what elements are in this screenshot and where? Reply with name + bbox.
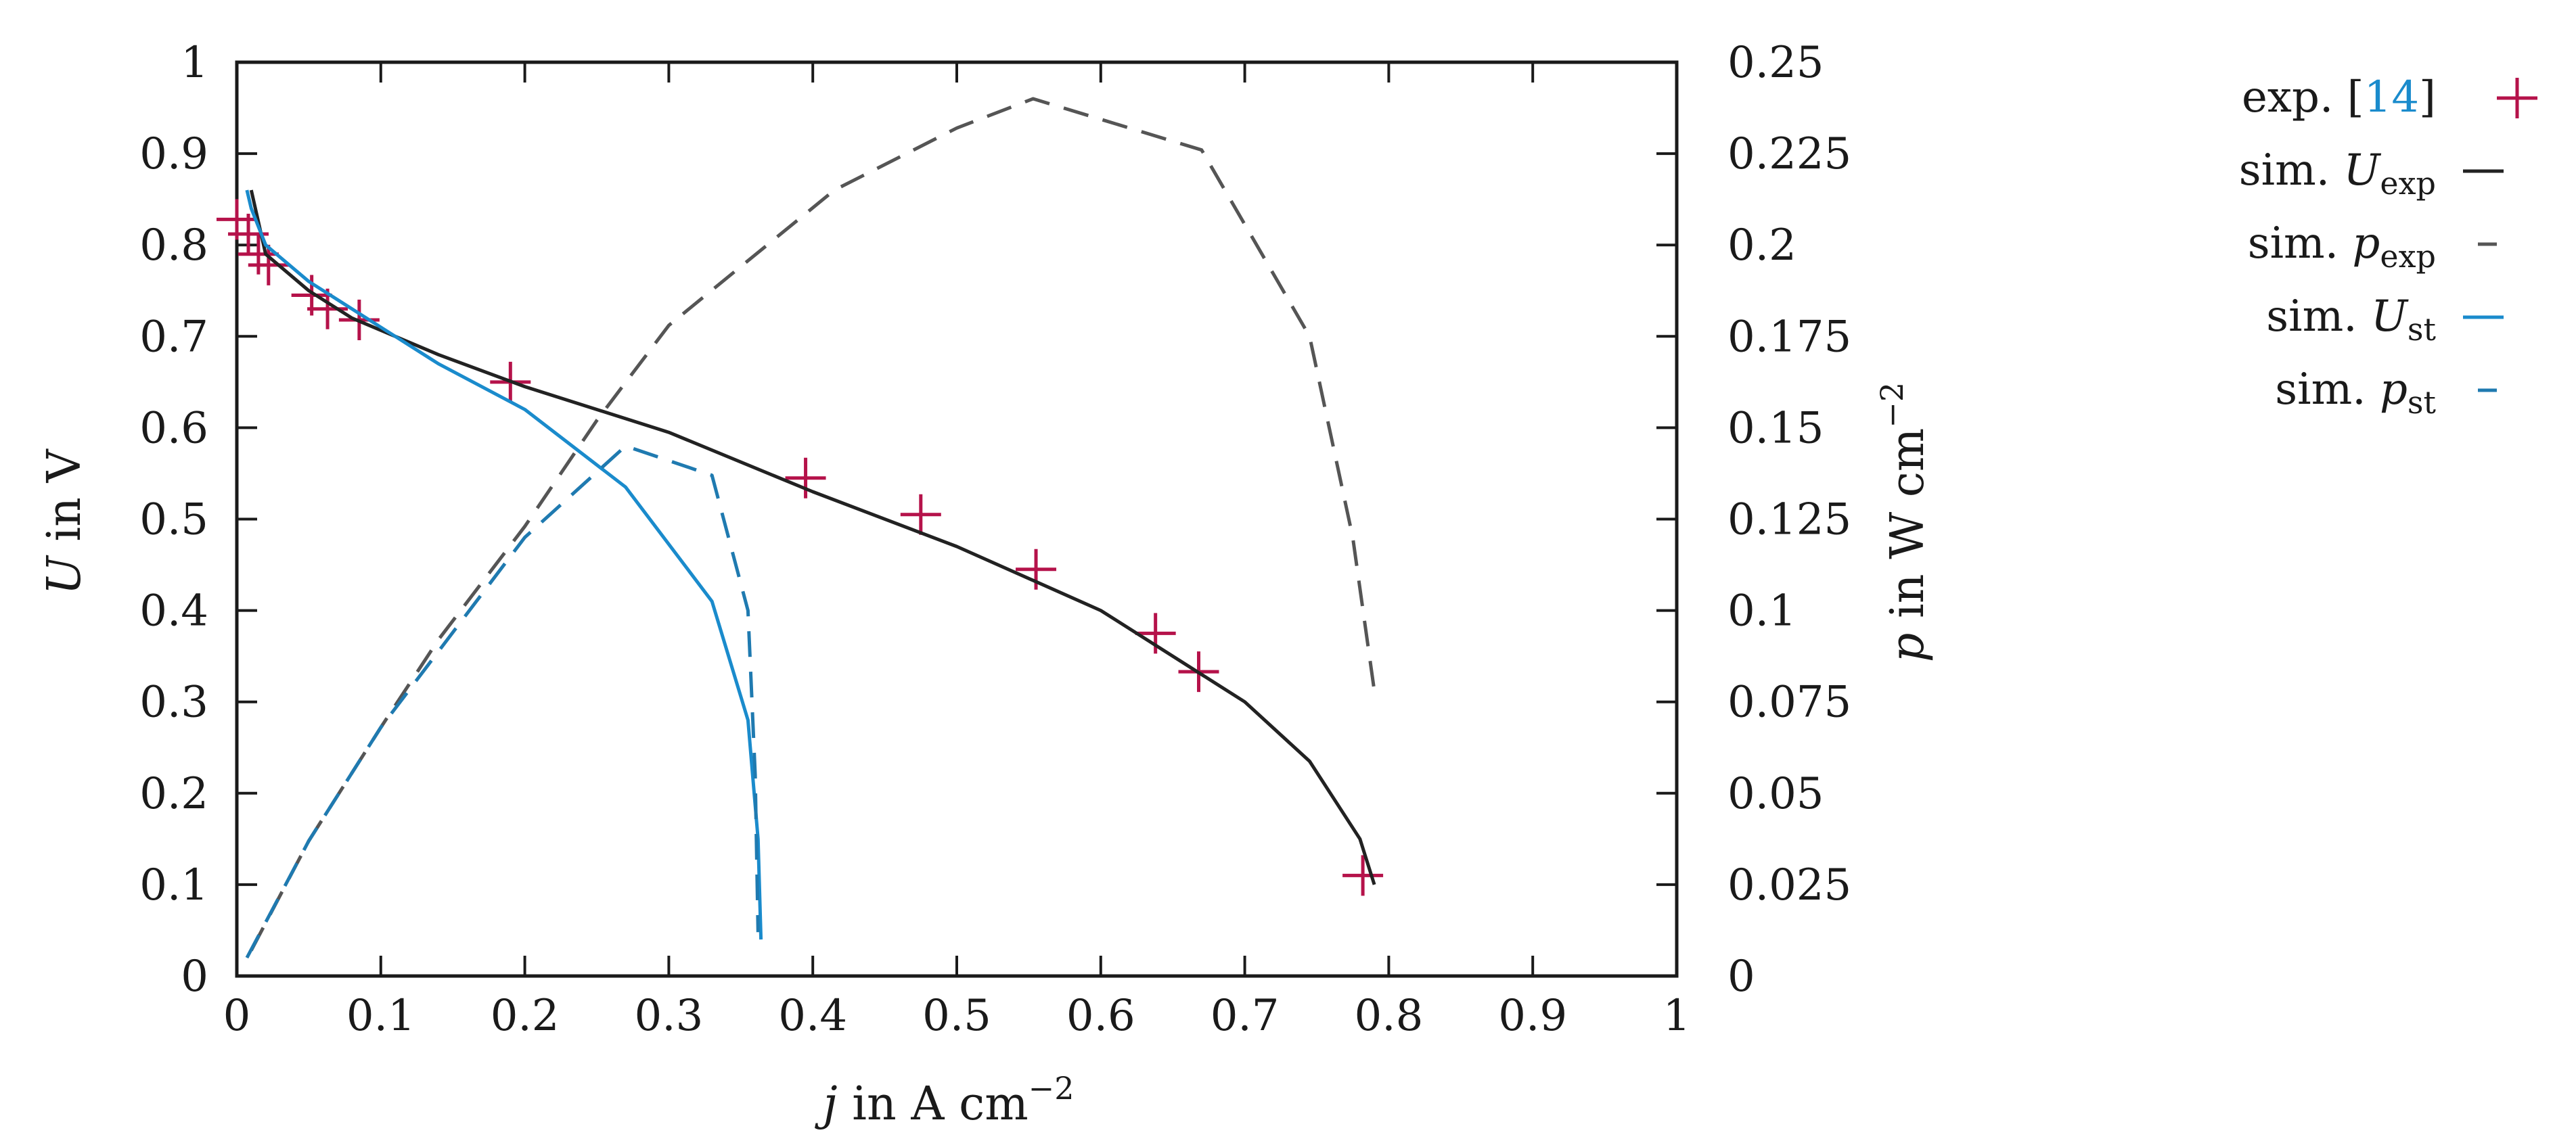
x-tick-label: 1	[1663, 991, 1691, 1041]
exp-data-point	[307, 288, 348, 329]
x-axis-title-unit: in A cm	[838, 1077, 1029, 1131]
exp-data-point	[1135, 613, 1176, 654]
y2-axis-title: p in W cm−2	[1874, 382, 1935, 662]
legend-p-st-sub: st	[2408, 384, 2437, 421]
x-axis-title: j in A cm−2	[815, 1070, 1075, 1131]
y2-axis-title-unit: in W cm	[1881, 428, 1935, 633]
y2-tick-label: 0.2	[1727, 220, 1797, 271]
exp-data-point	[248, 244, 289, 285]
y2-axis-title-var: p	[1881, 633, 1935, 663]
exp-data-point	[238, 233, 279, 275]
x-tick-label: 0.6	[1066, 991, 1135, 1041]
series-sim-p-st	[245, 444, 760, 959]
y-tick-label: 0.2	[139, 769, 208, 819]
y2-axis-title-exp: −2	[1874, 382, 1910, 428]
legend-item-exp: exp. [14]	[2242, 72, 2537, 122]
y2-tick-label: 0.25	[1727, 38, 1824, 88]
legend-label-u-exp: sim. Uexp	[2239, 145, 2436, 202]
exp-data-point	[1016, 549, 1057, 590]
y2-tick-label: 0.075	[1727, 678, 1851, 728]
y-tick-label: 0.9	[139, 129, 208, 179]
legend-exp-ref: 14	[2364, 72, 2419, 122]
series-line	[245, 444, 760, 959]
legend-u-exp-var: U	[2343, 145, 2381, 195]
legend-marker	[2497, 78, 2537, 118]
y2-tick-label: 0	[1727, 952, 1755, 1002]
y2-tick-label: 0.1	[1727, 586, 1797, 636]
y-axis-title-var: U	[38, 555, 91, 595]
legend-u-exp-sub: exp	[2380, 165, 2436, 202]
legend-item-u-exp: sim. Uexp	[2239, 145, 2504, 202]
y2-tick-label: 0.025	[1727, 860, 1851, 910]
y-axis-title-unit: in V	[38, 448, 91, 557]
x-tick-label: 0.9	[1498, 991, 1567, 1041]
y-tick-label: 1	[181, 38, 208, 88]
exp-data-point	[785, 457, 826, 498]
y-tick-label: 0.4	[139, 586, 208, 636]
series-line	[249, 189, 1376, 885]
y-tick-label: 0.6	[139, 403, 208, 453]
y-axis-title: U in V	[38, 448, 91, 595]
series-line	[250, 97, 1376, 952]
plot-frame	[235, 60, 1679, 978]
legend-item-p-st: sim. pst	[2275, 365, 2497, 421]
y-tick-label: 0.3	[139, 678, 208, 728]
y2-tick-label: 0.05	[1727, 769, 1824, 819]
series-sim-u-st	[245, 189, 763, 940]
y2-tick-label: 0.15	[1727, 403, 1824, 453]
legend-swatch-exp	[2497, 78, 2537, 118]
x-tick-label: 0.8	[1355, 991, 1424, 1041]
legend-label-exp: exp. [14]	[2242, 72, 2436, 122]
y-tick-label: 0.7	[139, 312, 208, 362]
y-tick-label: 0.8	[139, 220, 208, 271]
series-sim-p-exp	[250, 97, 1376, 952]
legend-u-st-var: U	[2371, 292, 2409, 342]
y2-tick-label: 0.225	[1727, 129, 1851, 179]
y-tick-label: 0	[181, 952, 208, 1002]
x-tick-label: 0.7	[1211, 991, 1280, 1041]
legend-p-st-main: sim.	[2275, 365, 2380, 415]
legend-u-exp-main: sim.	[2239, 145, 2344, 195]
x-tick-label: 0.5	[922, 991, 991, 1041]
series-line	[245, 189, 763, 940]
axes: 0 0.1 0.2 0.3 0.4 0.5 0.6 0.7 0.8 0.9 100.10.20.30…	[139, 38, 1851, 1041]
legend-p-exp-main: sim.	[2248, 218, 2353, 269]
x-tick-label: 0	[223, 991, 251, 1041]
legend-exp-main: exp. [	[2242, 72, 2364, 122]
legend-p-exp-sub: exp	[2380, 238, 2436, 275]
y-tick-label: 0.1	[139, 860, 208, 910]
legend-item-p-exp: sim. pexp	[2248, 218, 2497, 275]
legend-label-u-st: sim. Ust	[2266, 292, 2436, 348]
series-exp-14	[217, 199, 1384, 896]
legend-u-st-sub: st	[2408, 311, 2437, 348]
legend-p-exp-var: p	[2352, 218, 2380, 269]
x-tick-label: 0.3	[635, 991, 704, 1041]
y2-tick-label: 0.175	[1727, 312, 1851, 362]
x-tick-label: 0.1	[346, 991, 415, 1041]
legend-p-st-var: p	[2380, 365, 2408, 415]
legend-label-p-st: sim. pst	[2275, 365, 2436, 421]
y-tick-label: 0.5	[139, 495, 208, 545]
legend-item-u-st: sim. Ust	[2266, 292, 2504, 348]
x-tick-label: 0.2	[491, 991, 560, 1041]
x-axis-title-exp: −2	[1029, 1070, 1075, 1107]
legend-exp-close: ]	[2419, 72, 2436, 122]
exp-data-point	[900, 494, 941, 535]
y2-tick-label: 0.125	[1727, 495, 1851, 545]
plot-series	[217, 97, 1384, 959]
exp-data-point	[1342, 855, 1384, 896]
legend-u-st-main: sim.	[2266, 292, 2371, 342]
x-tick-label: 0.4	[778, 991, 847, 1041]
series-sim-u-exp	[249, 189, 1376, 885]
legend-label-p-exp: sim. pexp	[2248, 218, 2436, 275]
axis-titles: j in A cm−2 U in V p in W cm−2	[38, 382, 1935, 1131]
legend: exp. [14] sim. Uexp sim. pexp sim. Ust s…	[2239, 72, 2537, 421]
x-axis-title-var: j	[815, 1077, 838, 1131]
